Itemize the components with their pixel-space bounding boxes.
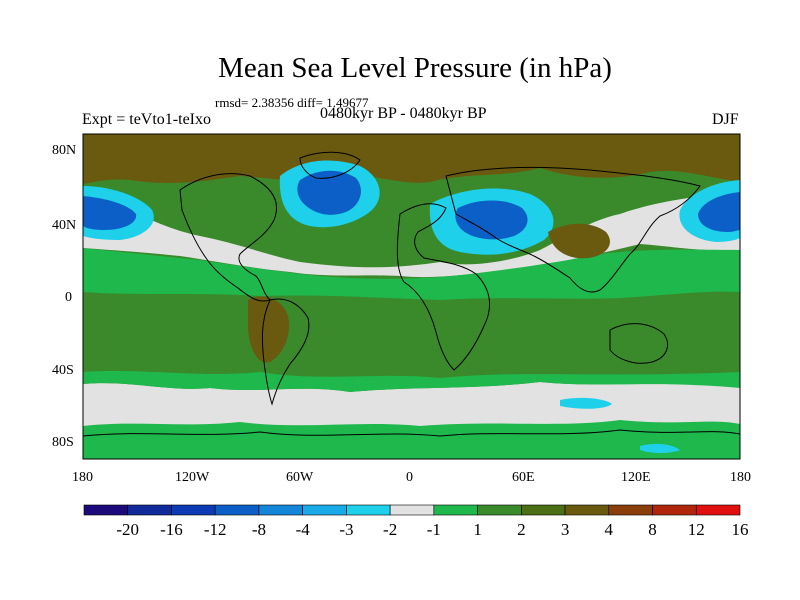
colorbar-swatch [433,504,478,516]
colorbar-swatch [608,504,653,516]
colorbar-label: -16 [160,520,183,539]
south-america-patch [248,296,290,363]
antarctic-green-strip [83,420,740,459]
colorbar-label: -2 [383,520,397,539]
colorbar-label: 16 [732,520,749,539]
pacific-east-low-core [698,192,740,232]
x-tick-label: 180 [72,470,93,485]
contour-field [83,134,740,459]
x-tick-label: 120W [175,470,210,485]
colorbar-label: -3 [339,520,353,539]
colorbar-label: 4 [605,520,614,539]
colorbar-swatch [564,504,610,516]
x-axis: 180 120W 60W 0 60E 120E 180 [72,470,751,485]
colorbar-swatch [258,504,303,516]
north-america-coast [179,173,277,302]
colorbar-swatch [521,504,566,516]
colorbar-label: -4 [296,520,311,539]
x-tick-label: 0 [406,470,413,485]
colorbar-label: -20 [116,520,139,539]
y-tick-label: 40S [52,363,74,378]
colorbar-swatch [695,504,741,516]
x-tick-label: 120E [621,470,651,485]
subtropical-green-band [83,248,740,300]
asia-coast [445,167,701,293]
experiment-label: Expt = teVto1-teIxo [82,111,211,128]
y-tick-label: 80S [52,435,74,450]
y-tick-label: 40N [52,218,76,233]
southern-cyan-patch [560,397,612,409]
period-label: 0480kyr BP - 0480kyr BP [320,105,487,122]
y-axis: 80N 40N 0 40S 80S [52,143,76,450]
europe-africa-coast [396,203,491,371]
pacific-west-low-core [83,196,137,230]
colorbar-swatch [171,504,216,516]
asia-high-patch [548,223,610,259]
colorbar-swatch [127,504,172,516]
atlantic-low-core [297,170,361,215]
colorbar-label: -12 [204,520,227,539]
eurasian-low-core [455,200,528,240]
greenland-coast [299,151,361,179]
y-tick-label: 80N [52,143,76,158]
colorbar-swatch [214,504,260,516]
southern-green-band [83,371,740,392]
colorbar-label: 1 [473,520,482,539]
colorbar-labels: -20 -16 -12 -8 -4 -3 -2 -1 1 2 3 4 8 12 16 [116,520,748,539]
map-title: Mean Sea Level Pressure (in hPa) [218,52,612,84]
x-tick-label: 60E [512,470,535,485]
colorbar-label: 2 [517,520,526,539]
colorbar-label: -8 [252,520,266,539]
colorbar-swatch [389,504,435,516]
x-tick-label: 60W [286,470,314,485]
map-frame [82,133,741,460]
antarctica-coast [83,429,740,437]
colorbar-label: -1 [427,520,441,539]
southern-cyan-patch-2 [640,443,680,453]
colorbar-swatch [477,504,522,516]
colorbar-label: 12 [688,520,705,539]
y-tick-label: 0 [65,290,72,305]
colorbar-swatch [652,504,697,516]
australia-coast [609,323,668,364]
coastlines [83,151,740,437]
colorbar [83,504,741,516]
northern-high-band [83,134,740,184]
south-america-coast [261,298,310,406]
colorbar-swatch [346,504,391,516]
stats-line: rmsd= 2.38356 diff= 1.49677 [215,95,369,110]
season-label: DJF [712,111,739,128]
colorbar-swatch [83,504,129,516]
colorbar-label: 3 [561,520,570,539]
x-tick-label: 180 [730,470,751,485]
colorbar-swatch [302,504,347,516]
colorbar-label: 8 [648,520,657,539]
